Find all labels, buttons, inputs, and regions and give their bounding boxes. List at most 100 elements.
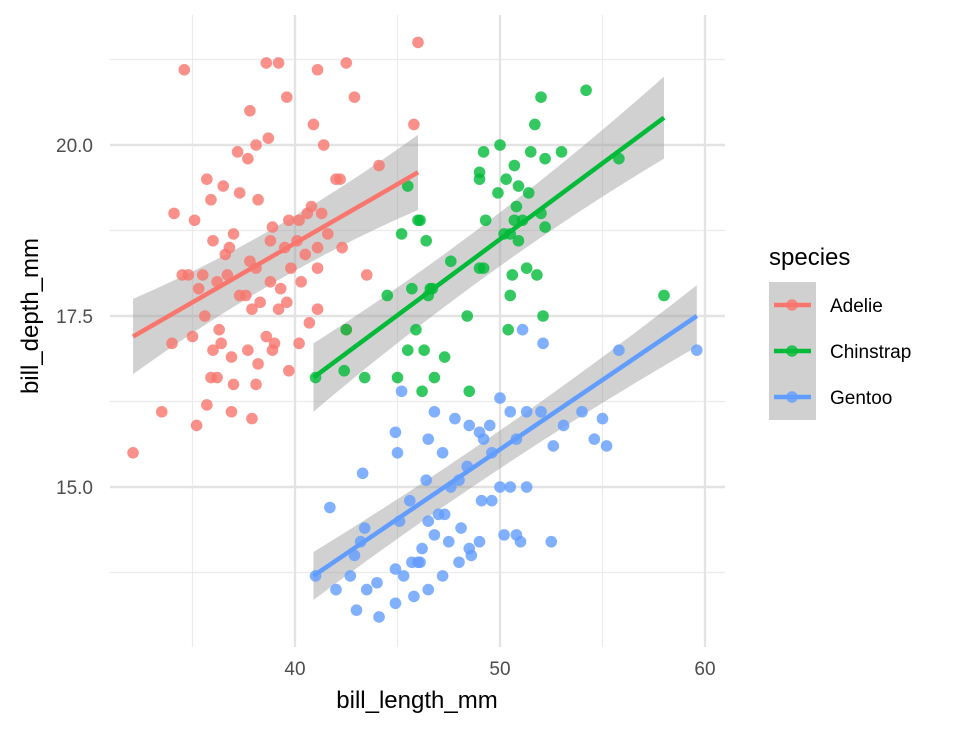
point-gentoo (442, 535, 455, 548)
point-gentoo (436, 570, 449, 582)
point-adelie (264, 234, 277, 247)
point-gentoo (422, 583, 435, 596)
point-gentoo (520, 405, 533, 418)
point-gentoo (408, 590, 420, 603)
point-chinstrap (479, 214, 492, 227)
fit-line-gentoo (312, 314, 699, 578)
x-axis-label: bill_length_mm (336, 687, 497, 714)
point-adelie (246, 412, 258, 425)
point-adelie (295, 276, 307, 288)
y-tick-labels: 15.0 17.5 20.0 (56, 136, 93, 499)
point-adelie (266, 221, 279, 233)
point-chinstrap (539, 221, 551, 233)
point-chinstrap (502, 323, 514, 336)
point-adelie (186, 330, 199, 343)
point-gentoo (422, 515, 435, 527)
point-adelie (348, 91, 361, 103)
data-points (127, 36, 703, 623)
point-chinstrap (477, 262, 490, 274)
point-gentoo (545, 535, 558, 548)
point-chinstrap (512, 234, 525, 247)
point-gentoo (596, 412, 609, 425)
point-gentoo (389, 563, 402, 575)
point-chinstrap (428, 371, 441, 384)
point-adelie (211, 371, 223, 384)
point-gentoo (428, 529, 441, 541)
point-adelie (322, 228, 334, 240)
y-axis-label: bill_depth_mm (17, 238, 44, 394)
point-chinstrap (508, 159, 521, 172)
point-gentoo (389, 426, 402, 439)
point-adelie (373, 159, 385, 172)
point-adelie (330, 173, 342, 185)
point-gentoo (576, 405, 588, 418)
point-chinstrap (416, 385, 428, 398)
fit-line-adelie (131, 170, 420, 339)
point-adelie (336, 241, 348, 254)
point-adelie (201, 173, 213, 185)
ribbon-gentoo (313, 285, 697, 600)
point-gentoo (373, 611, 385, 623)
point-gentoo (344, 570, 357, 582)
point-adelie (233, 289, 246, 302)
point-chinstrap (531, 269, 543, 281)
point-gentoo (360, 583, 373, 596)
point-gentoo (397, 570, 410, 582)
x-tick-label: 50 (489, 659, 510, 680)
point-chinstrap (535, 91, 547, 103)
point-adelie (221, 269, 234, 281)
y-tick-label: 17.5 (56, 307, 93, 328)
point-gentoo (389, 597, 402, 610)
ribbon-chinstrap (313, 76, 664, 412)
point-adelie (264, 276, 277, 288)
point-chinstrap (500, 173, 512, 185)
point-chinstrap (504, 289, 517, 302)
point-gentoo (498, 529, 510, 541)
point-adelie (227, 378, 240, 391)
point-adelie (215, 337, 227, 350)
point-chinstrap (406, 282, 418, 295)
point-adelie (196, 269, 209, 281)
point-gentoo (477, 433, 490, 445)
point-gentoo (395, 385, 408, 398)
point-adelie (252, 193, 264, 206)
legend-title: species (769, 244, 850, 271)
point-chinstrap (461, 310, 474, 322)
point-adelie (188, 214, 201, 227)
point-adelie (201, 399, 213, 411)
legend-key-point (786, 345, 798, 357)
point-chinstrap (555, 146, 568, 158)
point-adelie (340, 57, 353, 69)
point-adelie (227, 228, 240, 240)
point-chinstrap (410, 323, 422, 336)
point-gentoo (330, 583, 342, 596)
point-adelie (303, 317, 316, 329)
point-gentoo (416, 542, 428, 555)
point-adelie (283, 214, 295, 227)
point-gentoo (358, 522, 371, 534)
point-chinstrap (340, 323, 353, 336)
point-gentoo (324, 501, 336, 514)
point-chinstrap (401, 344, 414, 357)
regression-lines (131, 115, 699, 578)
point-chinstrap (522, 187, 535, 199)
point-adelie (260, 330, 273, 343)
point-adelie (293, 214, 305, 227)
grid-minor (110, 15, 725, 647)
point-gentoo (483, 419, 496, 432)
point-adelie (155, 405, 168, 418)
point-chinstrap (338, 364, 351, 377)
point-gentoo (510, 529, 523, 541)
legend-label-adelie: Adelie (830, 296, 883, 317)
point-adelie (250, 139, 262, 151)
legend-key-point (786, 391, 798, 403)
point-gentoo (504, 481, 517, 493)
point-gentoo (494, 481, 506, 493)
point-chinstrap (529, 118, 541, 131)
point-adelie (315, 207, 328, 220)
point-gentoo (391, 447, 404, 459)
point-gentoo (453, 556, 465, 569)
point-gentoo (404, 494, 416, 507)
point-gentoo (436, 447, 449, 459)
